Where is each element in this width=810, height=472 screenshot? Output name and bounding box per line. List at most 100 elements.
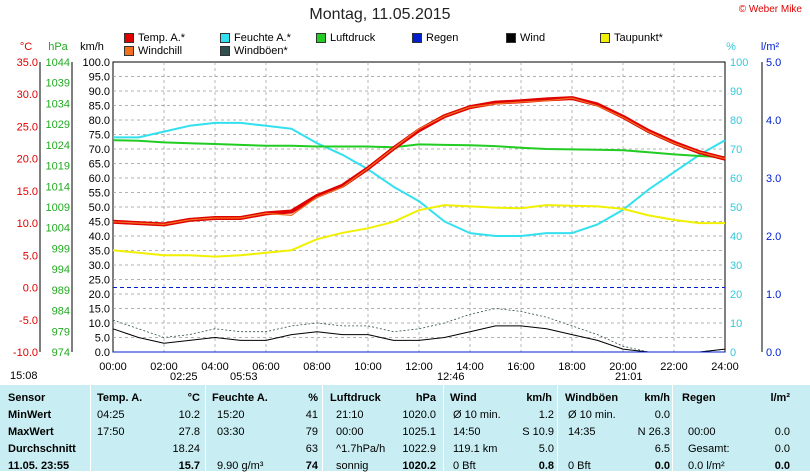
rain-tick-label: 5.0 bbox=[766, 57, 781, 69]
wind-tick-label: 65.0 bbox=[89, 159, 110, 171]
table-header: °C bbox=[187, 392, 200, 404]
table-cell: 21:10 bbox=[336, 409, 364, 421]
table-row-label: 11.05. 23:55 bbox=[8, 460, 70, 472]
time-tick-label: 14:00 bbox=[456, 361, 484, 373]
table-cell: ^1.7hPa/h bbox=[336, 443, 386, 455]
temp-tick-label: 20.0 bbox=[17, 154, 38, 166]
temp-tick-label: 5.0 bbox=[23, 250, 38, 262]
table-header: Wind bbox=[450, 392, 477, 404]
weather-chart: 100.095.090.085.080.075.070.065.060.055.… bbox=[13, 41, 781, 373]
legend-label: Temp. A.* bbox=[138, 32, 186, 44]
wind-tick-label: 80.0 bbox=[89, 115, 110, 127]
table-cell: sonnig bbox=[336, 460, 369, 472]
time-tick-label: 02:00 bbox=[150, 361, 178, 373]
table-cell: 17:50 bbox=[97, 426, 125, 438]
temp-tick-label: -5.0 bbox=[19, 315, 38, 327]
table-divider bbox=[443, 385, 444, 471]
sunset-time: 21:01 bbox=[615, 371, 643, 383]
table-divider bbox=[672, 385, 673, 471]
table-header: hPa bbox=[415, 392, 436, 404]
table-cell: 0.0 bbox=[774, 426, 790, 438]
wind-tick-label: 20.0 bbox=[89, 289, 110, 301]
wind-tick-label: 10.0 bbox=[89, 318, 110, 330]
table-cell: 0.0 bbox=[654, 409, 670, 421]
sun-moon-strip: 15:08 02:25 05:53 12:46 21:01 bbox=[0, 368, 810, 384]
pressure-tick-label: 999 bbox=[52, 243, 70, 255]
series-line-wind bbox=[112, 325, 726, 353]
table-cell: 1025.1 bbox=[402, 426, 436, 438]
series-line-windchill bbox=[112, 97, 726, 225]
wind-tick-label: 60.0 bbox=[89, 173, 110, 185]
wind-tick-label: 15.0 bbox=[89, 304, 110, 316]
table-cell: 03:30 bbox=[217, 426, 245, 438]
wind-tick-label: 0.0 bbox=[95, 347, 110, 359]
table-cell: 1020.2 bbox=[402, 460, 436, 472]
legend-item: Feuchte A.* bbox=[220, 32, 291, 44]
legend-item: Wind bbox=[506, 32, 545, 44]
legend-swatch bbox=[124, 46, 134, 56]
temp-tick-label: 30.0 bbox=[17, 89, 38, 101]
table-header: % bbox=[308, 392, 318, 404]
humidity-tick-label: 10 bbox=[730, 318, 742, 330]
table-cell: 9.90 g/m³ bbox=[217, 460, 264, 472]
series-line-taupunkt bbox=[112, 204, 725, 258]
table-cell: 00:00 bbox=[688, 426, 716, 438]
stats-table: Sensor Temp. A. °C Feuchte A.% Luftdruck hPa W… bbox=[0, 385, 810, 472]
time-tick-label: 08:00 bbox=[303, 361, 331, 373]
legend-label: Luftdruck bbox=[330, 32, 376, 44]
rain-unit: l/m² bbox=[761, 41, 780, 53]
table-row-label: MaxWert bbox=[8, 426, 54, 438]
table-cell: 15.7 bbox=[178, 460, 200, 472]
table-row-label: MinWert bbox=[8, 409, 52, 421]
wind-unit: km/h bbox=[80, 41, 104, 53]
table-cell: 0 Bft bbox=[453, 460, 476, 472]
humidity-tick-label: 80 bbox=[730, 115, 742, 127]
pressure-tick-label: 1044 bbox=[46, 57, 70, 69]
legend-swatch bbox=[220, 46, 230, 56]
time-tick-label: 24:00 bbox=[711, 361, 739, 373]
legend-item: Taupunkt* bbox=[600, 32, 663, 44]
moon-label: 02:25 bbox=[170, 371, 198, 383]
legend-swatch bbox=[124, 33, 134, 43]
legend-swatch bbox=[506, 33, 516, 43]
table-cell: 6.5 bbox=[654, 443, 670, 455]
temp-tick-label: 35.0 bbox=[17, 57, 38, 69]
pressure-tick-label: 1029 bbox=[46, 119, 70, 131]
table-divider bbox=[557, 385, 558, 471]
table-header: l/m² bbox=[770, 392, 790, 404]
table-header: km/h bbox=[644, 392, 670, 404]
legend-swatch bbox=[412, 33, 422, 43]
legend-item: Temp. A.* bbox=[124, 32, 185, 44]
table-cell: 0.8 bbox=[538, 460, 554, 472]
table-header: Sensor bbox=[8, 392, 46, 404]
table-cell: 63 bbox=[305, 443, 318, 455]
table-cell: N 26.3 bbox=[637, 426, 670, 438]
series-line-luftdruck bbox=[112, 139, 726, 159]
table-header: Temp. A. bbox=[97, 392, 143, 404]
table-header: Regen bbox=[682, 392, 716, 404]
table-cell: 1.2 bbox=[538, 409, 554, 421]
table-cell: 0.0 bbox=[774, 460, 790, 472]
table-divider bbox=[205, 385, 206, 471]
legend-label: Windböen* bbox=[234, 45, 288, 57]
legend-swatch bbox=[600, 33, 610, 43]
table-cell: 74 bbox=[305, 460, 318, 472]
humidity-tick-label: 100 bbox=[730, 57, 748, 69]
table-header: Windböen bbox=[565, 392, 619, 404]
humidity-tick-label: 0 bbox=[730, 347, 736, 359]
legend-item: Windböen* bbox=[220, 45, 288, 57]
table-divider bbox=[322, 385, 323, 471]
wind-tick-label: 70.0 bbox=[89, 144, 110, 156]
max-time: 12:46 bbox=[437, 371, 465, 383]
table-cell: 119.1 km bbox=[453, 443, 498, 455]
table-cell: S 10.9 bbox=[522, 426, 554, 438]
series-line-windb-en bbox=[112, 308, 726, 353]
temp-tick-label: 10.0 bbox=[17, 218, 38, 230]
rain-tick-label: 4.0 bbox=[766, 115, 781, 127]
table-header: Feuchte A. bbox=[212, 392, 268, 404]
pressure-tick-label: 1024 bbox=[46, 140, 70, 152]
legend-item: Windchill bbox=[124, 45, 182, 57]
humidity-tick-label: 50 bbox=[730, 202, 742, 214]
temp-tick-label: 0.0 bbox=[23, 283, 38, 295]
table-cell: 0.0 bbox=[774, 443, 790, 455]
